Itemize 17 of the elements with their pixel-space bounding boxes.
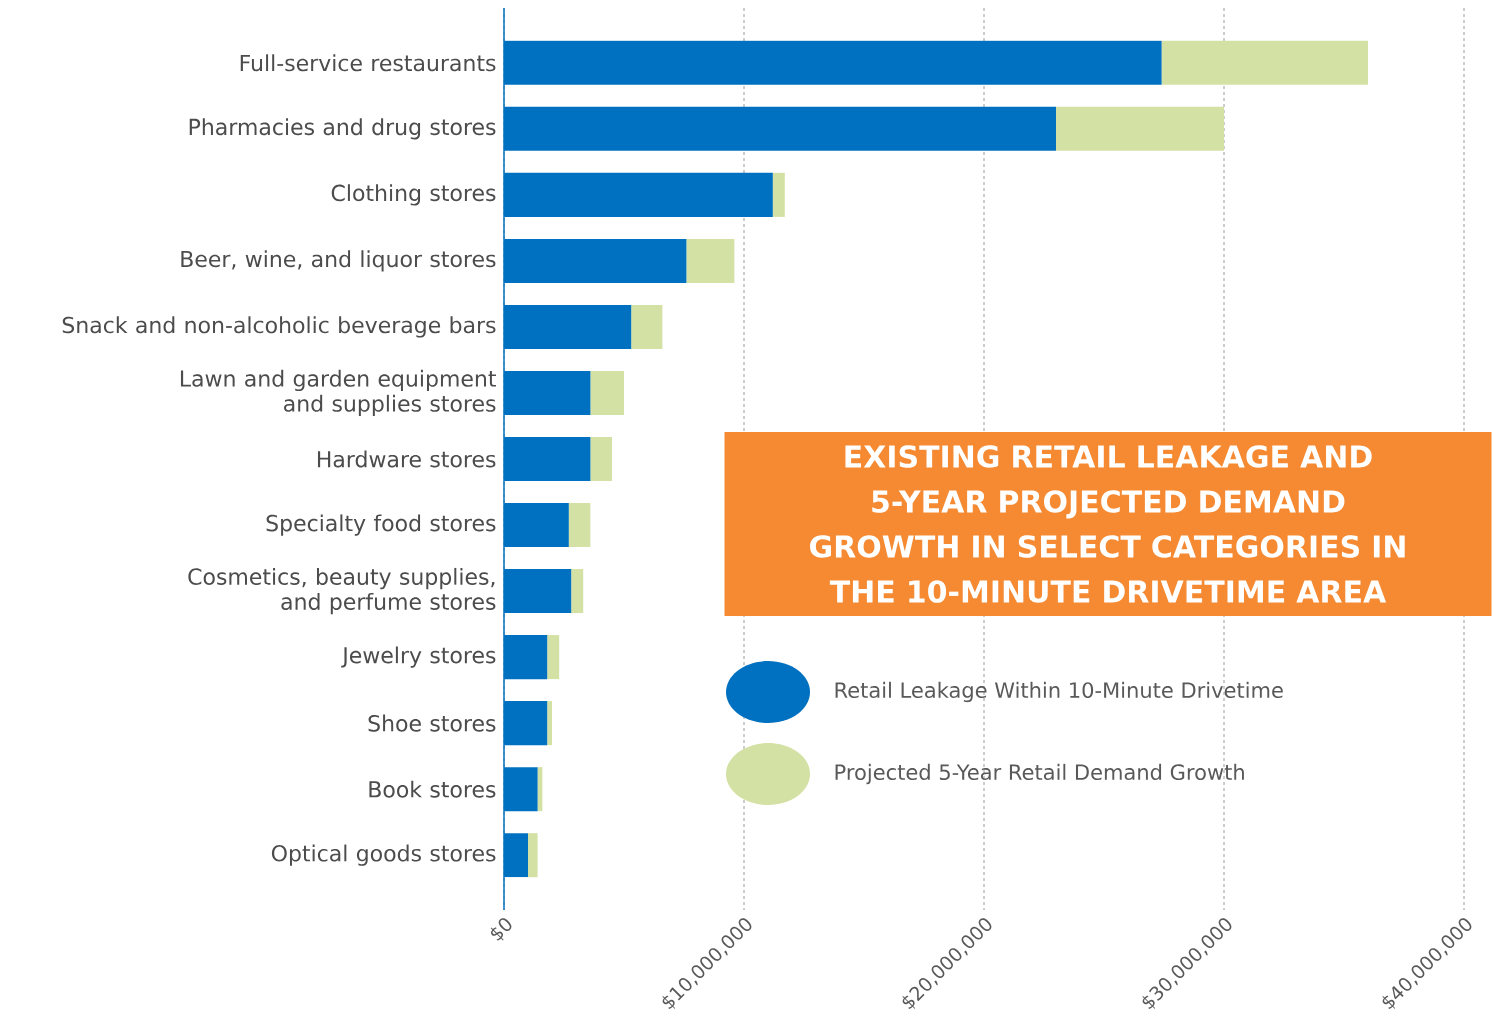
y-tick-label: Pharmacies and drug stores: [189, 118, 496, 140]
y-tick-label: Cosmetics, beauty supplies, and perfume stores: [188, 567, 496, 615]
y-tick-label: Clothing stores: [331, 184, 496, 206]
y-tick-label: Optical goods stores: [271, 844, 496, 866]
y-tick-label: Specialty food stores: [266, 514, 496, 536]
x-tick-label: $0: [490, 918, 512, 941]
text: Projected 5-Year Retail Demand Growth: [835, 763, 1244, 785]
y-tick-label: Hardware stores: [317, 450, 496, 468]
text: Retail Leakage Within 10-Minute Drivetime: [835, 681, 1283, 703]
text: EXISTING RETAIL LEAKAGE AND 5-YEAR PROJECTED DEMAND GROWTH IN SELECT CATEGORIES IN THE 10-MINUTE DRIVETIME AREA: [810, 445, 1405, 603]
y-tick-label: Jewelry stores: [341, 646, 496, 668]
y-tick-label: Book stores: [369, 780, 496, 798]
y-tick-label: Snack and non-alcoholic beverage bars: [62, 316, 496, 338]
y-tick-label: Lawn and garden equipment and supplies stores: [180, 369, 496, 417]
y-tick-label: Beer, wine, and liquor stores: [181, 250, 496, 272]
y-tick-label: Shoe stores: [368, 714, 496, 732]
y-tick-label: Full-service restaurants: [240, 54, 496, 72]
